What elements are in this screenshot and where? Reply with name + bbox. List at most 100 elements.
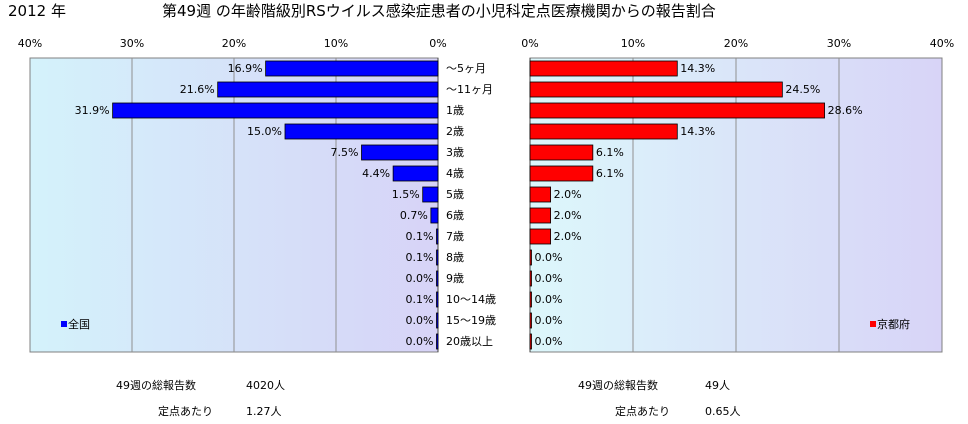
left-bar: [392, 165, 439, 182]
national-axis-ticks: 40% 30% 20% 10% 0%: [18, 37, 447, 50]
age-category-label: 7歳: [446, 230, 464, 243]
right-data-label: 6.1%: [596, 167, 624, 180]
age-category-label: 1歳: [446, 104, 464, 117]
right-bar: [529, 60, 678, 77]
kyoto-legend: 京都府: [870, 317, 910, 331]
left-x-tick-label: 0%: [429, 37, 446, 50]
left-data-label: 16.9%: [228, 62, 263, 75]
national-per-site-value: 1.27人: [246, 405, 282, 418]
right-bar: [529, 186, 552, 203]
right-bar: [529, 123, 678, 140]
kyoto-total-label: 49週の総報告数: [578, 379, 658, 392]
age-category-labels: ～5ヶ月 ～11ヶ月 1歳 2歳 3歳 4歳 5歳 6歳 7歳 8歳 9歳 10～14歳 15～19歳 2…: [446, 62, 496, 348]
left-data-label: 7.5%: [331, 146, 359, 159]
right-bar: [529, 165, 594, 182]
national-legend: 全国: [61, 317, 90, 331]
kyoto-bars: [529, 60, 825, 350]
national-panel: 40% 30% 20% 10% 0% 16.9%21.6%31.9%15.0%7.5%4…: [18, 37, 447, 353]
left-data-label: 21.6%: [180, 83, 215, 96]
left-data-label: 0.1%: [406, 293, 434, 306]
right-bar: [529, 144, 594, 161]
left-bar: [265, 60, 439, 77]
age-category-label: 5歳: [446, 188, 464, 201]
right-bar: [529, 228, 552, 245]
right-x-tick-label: 0%: [521, 37, 538, 50]
left-bar: [284, 123, 439, 140]
age-category-label: 3歳: [446, 146, 464, 159]
left-data-label: 0.0%: [406, 314, 434, 327]
kyoto-axis-ticks: 0% 10% 20% 30% 40%: [521, 37, 954, 50]
right-x-tick-label: 10%: [621, 37, 645, 50]
left-x-tick-label: 40%: [18, 37, 42, 50]
age-category-label: 9歳: [446, 272, 464, 285]
kyoto-per-site-value: 0.65人: [705, 405, 741, 418]
left-bar: [112, 102, 439, 119]
right-bar: [529, 291, 532, 308]
kyoto-legend-label: 京都府: [877, 317, 910, 331]
left-bar: [430, 207, 439, 224]
left-x-tick-label: 10%: [324, 37, 348, 50]
right-data-label: 0.0%: [535, 335, 563, 348]
right-bar: [529, 270, 532, 287]
right-data-label: 2.0%: [554, 230, 582, 243]
left-data-label: 31.9%: [75, 104, 110, 117]
right-data-label: 0.0%: [535, 272, 563, 285]
left-data-label: 0.1%: [406, 230, 434, 243]
national-per-site-label: 定点あたり: [158, 405, 213, 418]
left-data-label: 4.4%: [362, 167, 390, 180]
right-bar: [529, 207, 552, 224]
age-category-label: ～11ヶ月: [446, 83, 493, 96]
left-data-label: 0.0%: [406, 272, 434, 285]
left-data-label: 0.7%: [400, 209, 428, 222]
left-bar: [217, 81, 439, 98]
left-bar: [436, 249, 439, 266]
right-bar: [529, 312, 532, 329]
right-data-label: 0.0%: [535, 251, 563, 264]
right-bar: [529, 249, 532, 266]
age-category-label: 15～19歳: [446, 314, 496, 327]
left-bar: [422, 186, 439, 203]
national-legend-label: 全国: [68, 317, 90, 331]
right-data-label: 2.0%: [554, 209, 582, 222]
national-bars: [112, 60, 439, 350]
right-data-label: 14.3%: [680, 62, 715, 75]
right-data-label: 24.5%: [785, 83, 820, 96]
age-category-label: 4歳: [446, 167, 464, 180]
national-legend-swatch: [61, 321, 67, 327]
left-x-tick-label: 30%: [120, 37, 144, 50]
right-data-label: 2.0%: [554, 188, 582, 201]
right-data-label: 0.0%: [535, 314, 563, 327]
age-category-label: 2歳: [446, 125, 464, 138]
left-bar: [436, 333, 439, 350]
left-bar: [436, 312, 439, 329]
right-bar: [529, 333, 532, 350]
left-bar: [436, 291, 439, 308]
right-bar: [529, 81, 783, 98]
left-data-label: 1.5%: [392, 188, 420, 201]
left-bar: [436, 270, 439, 287]
right-bar: [529, 102, 825, 119]
age-category-label: 10～14歳: [446, 293, 496, 306]
right-data-label: 14.3%: [680, 125, 715, 138]
national-data-labels: 16.9% 21.6% 31.9% 15.0% 7.5%4.4%1.5% 0.7% 0.1%…: [75, 62, 434, 348]
age-category-label: ～5ヶ月: [446, 62, 486, 75]
kyoto-per-site-label: 定点あたり: [615, 405, 670, 418]
right-x-tick-label: 40%: [930, 37, 954, 50]
right-x-tick-label: 20%: [724, 37, 748, 50]
age-category-label: 20歳以上: [446, 335, 493, 348]
year-label: 2012 年: [8, 2, 66, 20]
left-bar: [361, 144, 439, 161]
left-data-label: 15.0%: [247, 125, 282, 138]
right-x-tick-label: 30%: [827, 37, 851, 50]
kyoto-panel: 0% 10% 20% 30% 40% 14.3% 24.5% 28.6% 14.3% 6.1% 6…: [521, 37, 954, 353]
national-total-label: 49週の総報告数: [116, 379, 196, 392]
left-bar: [436, 228, 439, 245]
age-category-label: 8歳: [446, 251, 464, 264]
right-data-label: 28.6%: [828, 104, 863, 117]
left-data-label: 0.0%: [406, 335, 434, 348]
kyoto-total-value: 49人: [705, 379, 730, 392]
left-x-tick-label: 20%: [222, 37, 246, 50]
kyoto-data-labels: 14.3% 24.5% 28.6% 14.3% 6.1% 6.1% 2.0% 2.0% 2.0%…: [535, 62, 863, 348]
national-total-value: 4020人: [246, 379, 285, 392]
